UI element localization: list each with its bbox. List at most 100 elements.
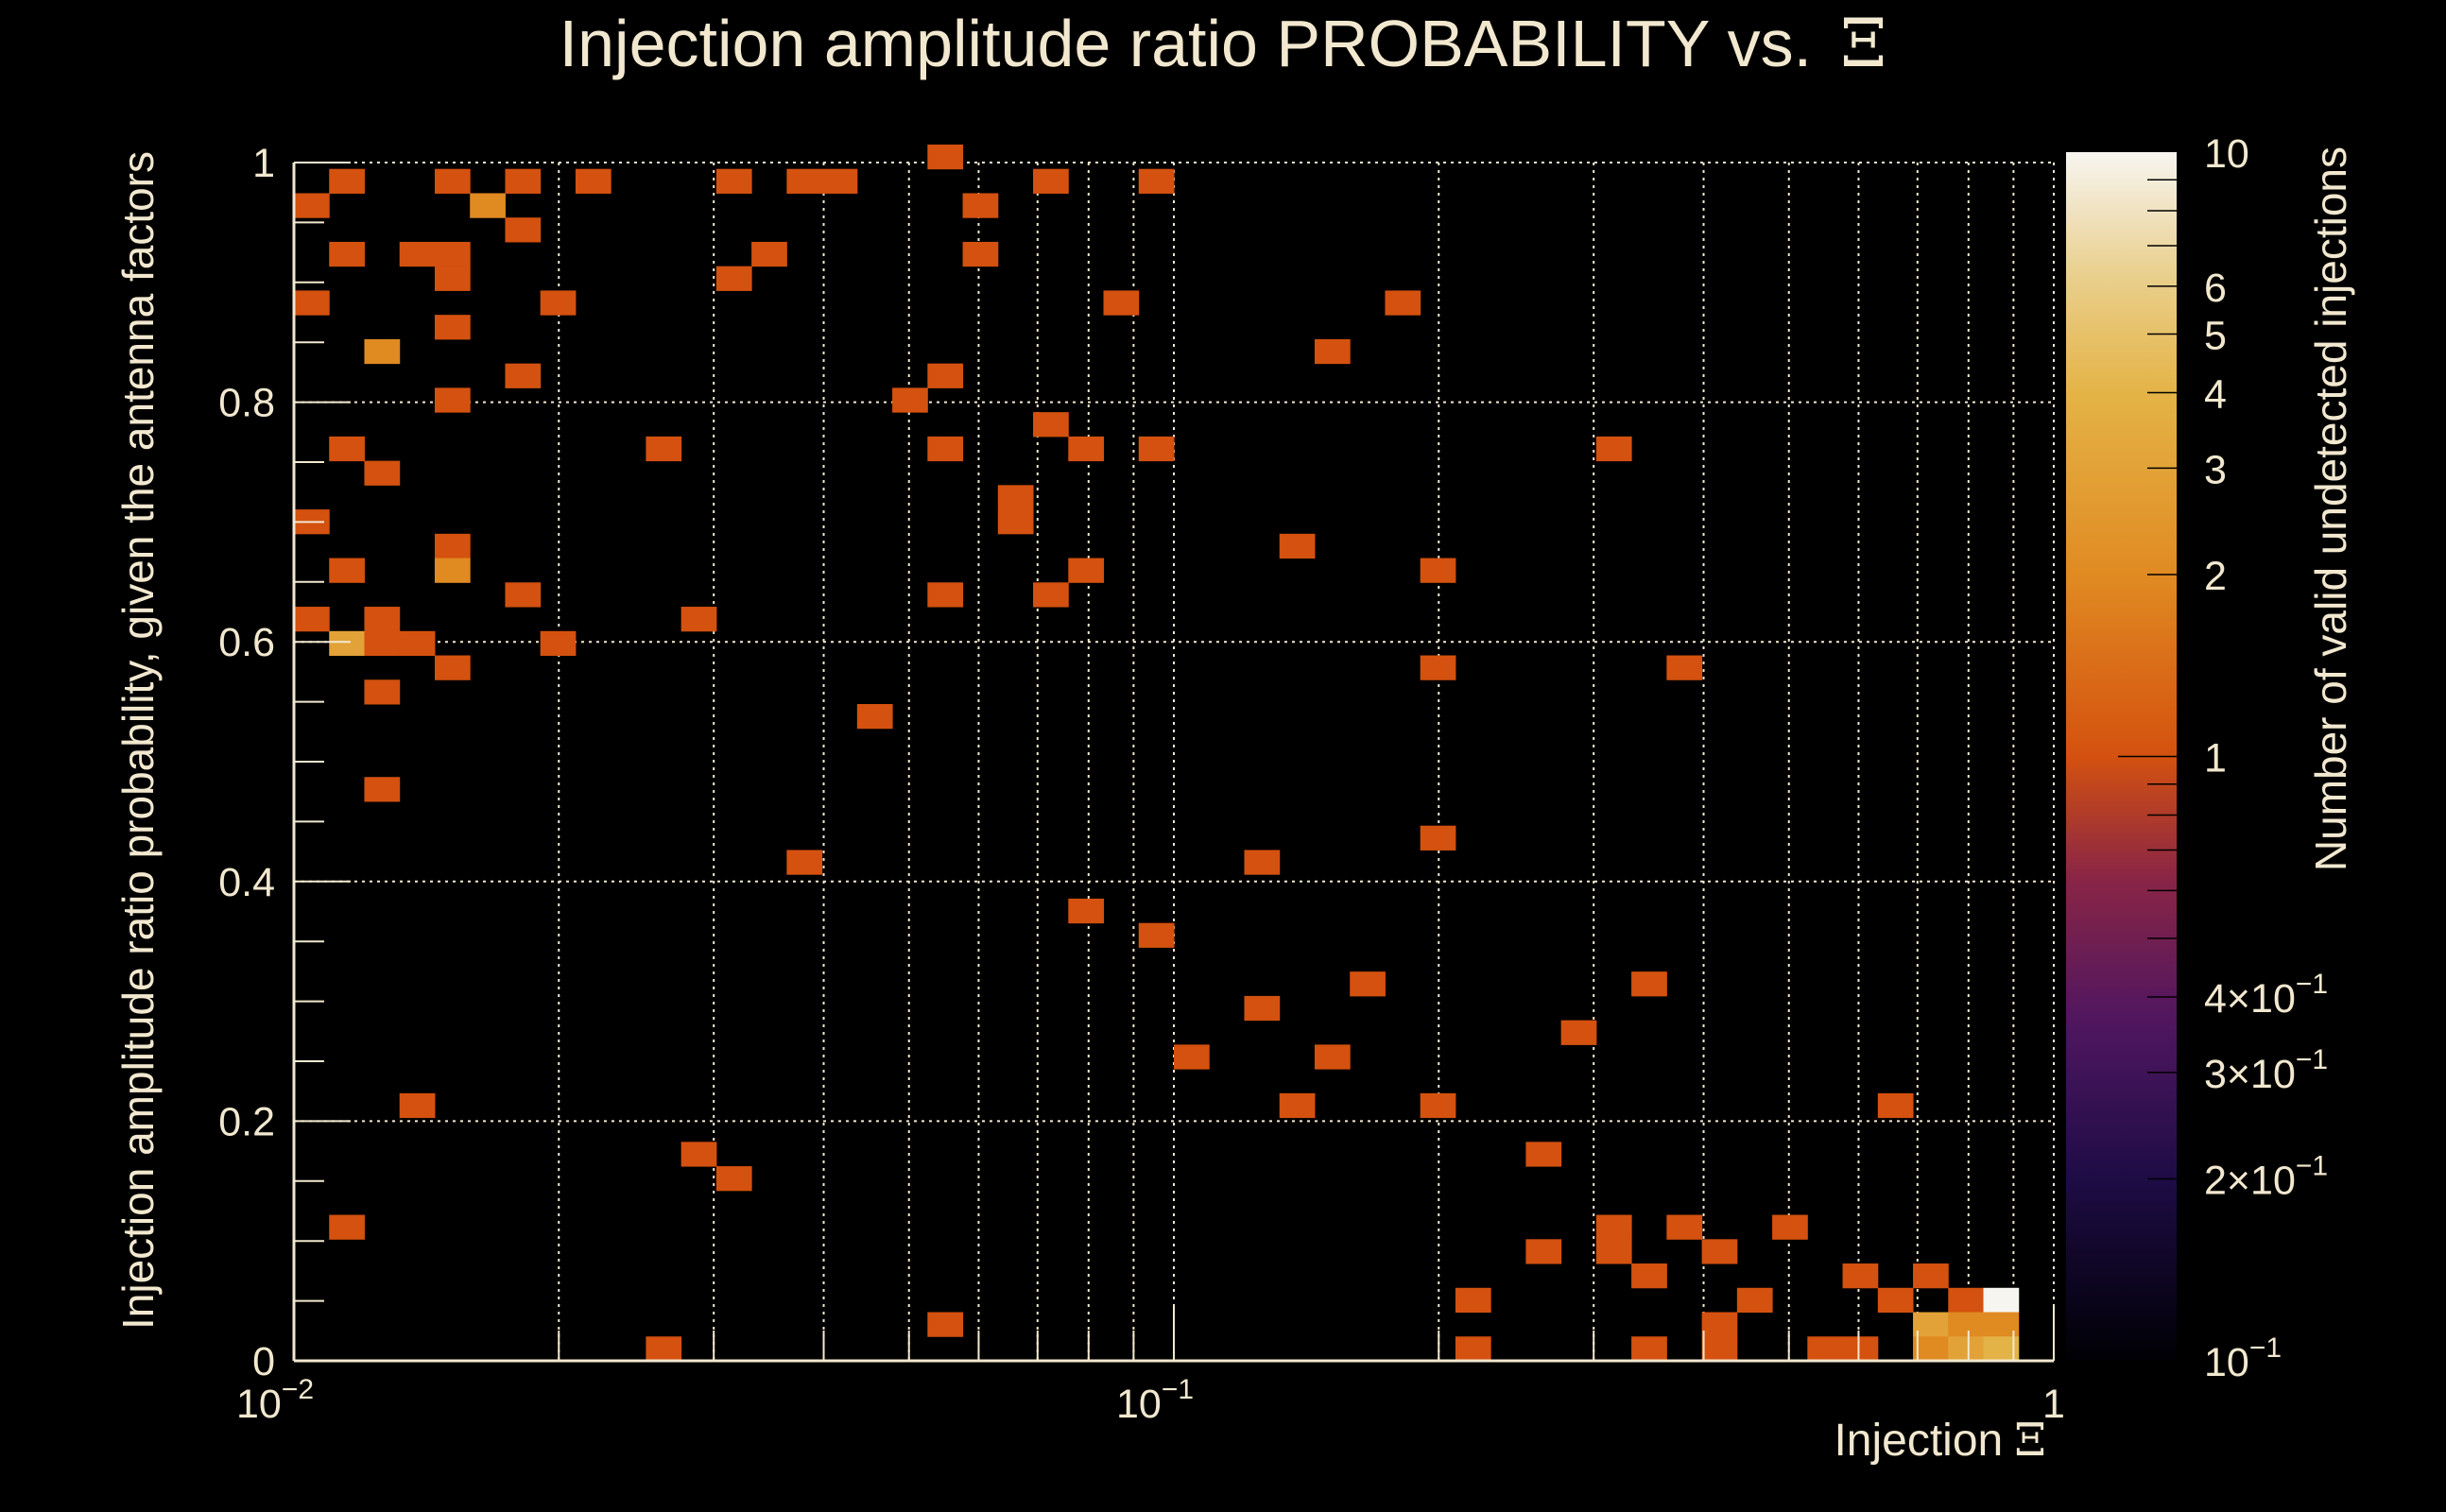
heatmap-cell — [294, 290, 330, 316]
heatmap-cell — [1138, 168, 1175, 194]
heatmap-cell — [364, 630, 401, 657]
heatmap-cell — [329, 558, 365, 583]
heatmap-cell — [786, 850, 823, 875]
heatmap-cell — [1455, 1336, 1491, 1362]
x-axis-label: Injection Ξ — [1834, 1414, 2046, 1467]
colorbar-tick-base: 5 — [2204, 314, 2227, 359]
colorbar-tick-label: 10−1 — [2204, 1332, 2282, 1385]
heatmap-cell — [470, 193, 506, 218]
x-tick-label: 10−2 — [236, 1374, 314, 1427]
heatmap-cell — [294, 193, 330, 218]
y-tick-label: 0.6 — [218, 620, 275, 665]
heatmap-cell — [1138, 922, 1175, 948]
colorbar-tick-label: 2 — [2204, 554, 2227, 599]
heatmap-cell — [1103, 290, 1140, 316]
chart-title: Injection amplitude ratio PROBABILITY vs… — [560, 5, 1887, 82]
heatmap-cell — [1595, 1239, 1632, 1264]
heatmap-cell — [1068, 558, 1105, 583]
heatmap-cell — [997, 485, 1034, 510]
heatmap-cell — [856, 704, 893, 730]
colorbar-tick-label: 3×10−1 — [2204, 1044, 2328, 1097]
heatmap-cell — [892, 387, 928, 413]
heatmap-cell — [1666, 1214, 1703, 1240]
colorbar-tick-base: 3 — [2204, 447, 2227, 492]
colorbar-tick-base: 2 — [2204, 554, 2227, 599]
heatmap-cell — [329, 630, 365, 657]
heatmap-cell — [1631, 971, 1667, 997]
heatmap-cell — [1595, 436, 1632, 462]
y-tick-label: 1 — [252, 141, 275, 186]
colorbar-tick-label: 2×10−1 — [2204, 1150, 2328, 1203]
heatmap-cell — [364, 777, 401, 802]
colorbar-tick-base: 1 — [2204, 736, 2227, 782]
grid — [294, 162, 2055, 1361]
colorbar-tick-base: 4 — [2204, 371, 2227, 417]
heatmap-cell — [927, 144, 964, 170]
heatmap-cell — [1701, 1336, 1738, 1362]
heatmap-cell — [1631, 1336, 1667, 1362]
colorbar-tick-label: 4×10−1 — [2204, 969, 2328, 1022]
heatmap-cell — [1420, 558, 1456, 583]
heatmap-cell — [1948, 1287, 1985, 1314]
heatmap-cell — [962, 241, 999, 267]
heatmap-cell — [715, 168, 752, 194]
heatmap-cell — [1314, 338, 1351, 365]
heatmap-cell — [927, 582, 964, 608]
heatmap-cell — [1772, 1214, 1808, 1240]
heatmap-cell — [715, 266, 752, 291]
heatmap-cell — [1525, 1142, 1562, 1167]
colorbar-tick-base: 4×10 — [2204, 976, 2296, 1022]
heatmap-cell — [329, 436, 365, 462]
heatmap-cell — [821, 168, 858, 194]
heatmap-cell — [399, 630, 436, 657]
heatmap-cell — [680, 607, 717, 632]
heatmap-cell — [1666, 655, 1703, 680]
heatmap-cell — [364, 679, 401, 705]
colorbar-tick-label: 6 — [2204, 266, 2227, 311]
heatmap-cell — [786, 168, 823, 194]
heatmap-cell — [505, 363, 542, 388]
heatmap-cell — [540, 290, 577, 316]
y-axis-label: Injection amplitude ratio probability, g… — [113, 151, 163, 1330]
colorbar-tick-base: 6 — [2204, 266, 2227, 311]
colorbar-tick-base: 2×10 — [2204, 1158, 2296, 1203]
colorbar-tick-label: 10 — [2204, 131, 2249, 177]
heatmap-cell — [505, 582, 542, 608]
heatmap-cell — [1279, 1092, 1316, 1119]
heatmap-cell — [927, 436, 964, 462]
heatmap-cell — [434, 655, 471, 680]
heatmap-cell — [1736, 1287, 1773, 1314]
heatmap-cell — [1138, 436, 1175, 462]
heatmap-cell — [434, 241, 471, 267]
heatmap-cell — [927, 363, 964, 388]
heatmap-cell — [364, 607, 401, 632]
heatmap-cell — [1877, 1092, 1914, 1119]
colorbar-tick-exponent: −1 — [2296, 969, 2328, 1000]
colorbar-tick-base: 3×10 — [2204, 1052, 2296, 1097]
heatmap-cell — [1842, 1336, 1879, 1362]
heatmap-cell — [1420, 1092, 1456, 1119]
heatmap-cell — [329, 1214, 365, 1240]
heatmap-cell — [1525, 1239, 1562, 1264]
heatmap-cell — [1913, 1263, 1949, 1289]
colorbar-tick-label: 1 — [2204, 736, 2227, 782]
y-tick-label: 0 — [252, 1339, 275, 1384]
colorbar-tick-exponent: −1 — [2296, 1150, 2328, 1181]
heatmap-cell — [434, 387, 471, 413]
colorbar-tick-label: 5 — [2204, 314, 2227, 359]
x-tick-base: 10 — [236, 1382, 282, 1427]
heatmap-cell — [1948, 1312, 1985, 1337]
x-tick-base: 10 — [1116, 1382, 1162, 1427]
heatmap-cell — [927, 1312, 964, 1337]
heatmap-cell — [1279, 533, 1316, 559]
heatmap-cell — [1631, 1263, 1667, 1289]
y-tick-label: 0.2 — [218, 1099, 275, 1144]
heatmap-cell — [434, 558, 471, 583]
heatmap-cell — [575, 168, 612, 194]
heatmap-cell — [962, 193, 999, 218]
heatmap-cell — [1350, 971, 1386, 997]
x-tick-exponent: −1 — [1162, 1374, 1194, 1405]
